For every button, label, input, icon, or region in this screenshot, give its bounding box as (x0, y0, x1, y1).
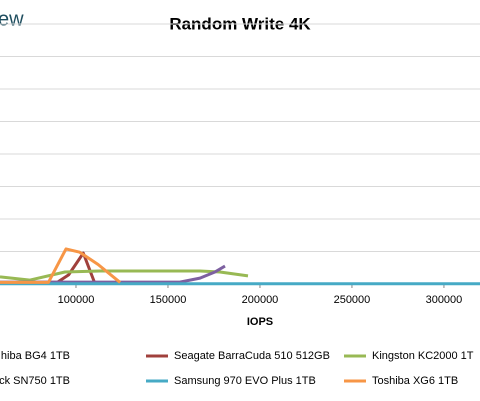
x-tick-label: 100000 (58, 294, 95, 306)
series-line (0, 264, 226, 284)
logo: ew (0, 8, 24, 30)
legend-label: Toshiba XG6 1TB (372, 375, 458, 387)
x-tick-label: 250000 (334, 294, 371, 306)
x-tick-label: 200000 (242, 294, 279, 306)
legend-label: Kingston KC2000 1T (372, 350, 474, 362)
x-tick-label: 150000 (150, 294, 187, 306)
x-axis-label: IOPS (247, 316, 273, 328)
legend-label: Samsung 970 EVO Plus 1TB (174, 375, 316, 387)
legend-label: Seagate BarraCuda 510 512GB (174, 350, 330, 362)
x-tick-label: 300000 (426, 294, 463, 306)
series-line (0, 247, 122, 284)
legend-label: hiba BG4 1TB (1, 350, 70, 362)
legend-label: Black SN750 1TB (0, 375, 70, 387)
